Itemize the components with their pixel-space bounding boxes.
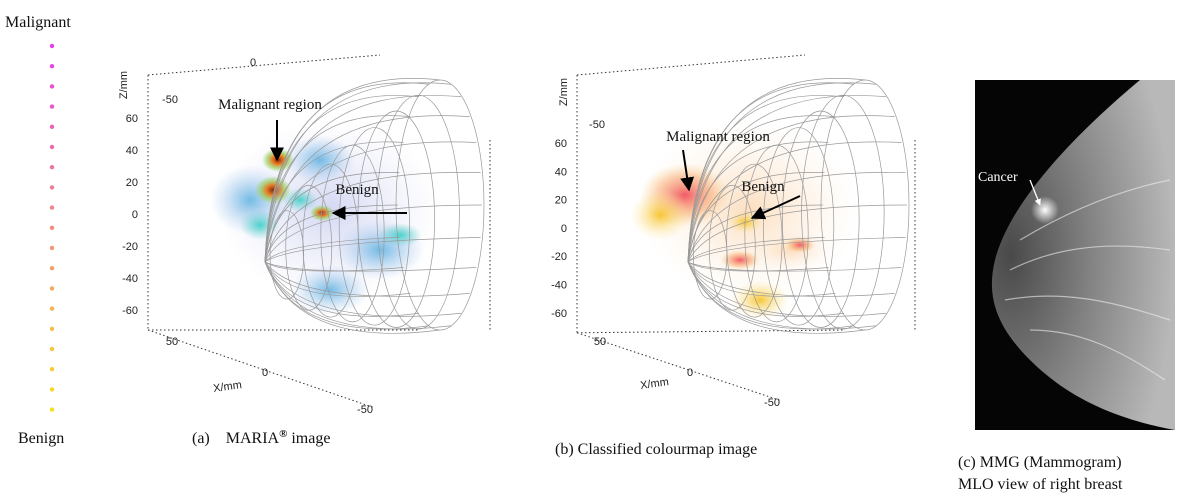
annotation: Malignant region [666, 129, 770, 145]
colour-region [378, 223, 422, 247]
tumour [1031, 196, 1059, 224]
z-tick-label: 60 [555, 138, 567, 150]
x-axis-label: X/mm [640, 376, 670, 392]
axis-box [577, 330, 845, 333]
z-axis-label: Z/mm [118, 71, 130, 99]
scale-dot [50, 44, 54, 48]
z-tick-label: 0 [132, 209, 138, 221]
caption: (a) MARIA® image [192, 424, 330, 447]
axis-box [577, 55, 805, 75]
figure: Malignant Benign Cancer (c) MMG (Mammogr… [0, 0, 1191, 495]
plot-3d [577, 55, 915, 401]
x-tick-label: 0 [262, 367, 268, 379]
scale-dot [50, 226, 54, 230]
scale-dot [50, 165, 54, 169]
scale-dot [50, 205, 54, 209]
x-axis-label: X/mm [213, 379, 243, 395]
z-axis-label: Z/mm [558, 78, 570, 106]
scale-dot [50, 266, 54, 270]
axis-box [148, 55, 380, 75]
caption: MLO view of right breast [958, 476, 1123, 493]
caption-mark: ® [279, 428, 287, 440]
x-tick-label: 50 [594, 336, 606, 348]
z-tick-label: -40 [551, 280, 567, 292]
scale-dot [50, 84, 54, 88]
scale-dot [50, 367, 54, 371]
top-tick-label: 0 [250, 57, 256, 69]
z-tick-label: -40 [122, 273, 138, 285]
scale-dot [50, 286, 54, 290]
z-tick-label: 20 [126, 177, 138, 189]
z-tick-label: -20 [122, 241, 138, 253]
z-tick-label: 0 [561, 223, 567, 235]
scale-dot [50, 145, 54, 149]
scale-dot [50, 306, 54, 310]
scale-dot [50, 327, 54, 331]
annotation: Cancer [978, 170, 1018, 185]
colour-region [630, 190, 690, 240]
caption-name: MARIA [226, 430, 280, 447]
scale-dot [50, 246, 54, 250]
scale-dot [50, 185, 54, 189]
legend-top: Malignant [5, 14, 71, 31]
x-tick-label: -50 [357, 404, 373, 416]
scale-dot [50, 347, 54, 351]
axis-box [577, 333, 782, 401]
legend-bottom: Benign [18, 430, 64, 447]
top-tick-label: -50 [162, 94, 178, 106]
colour-region [285, 135, 355, 185]
caption-rest: image [291, 430, 330, 447]
x-tick-label: 50 [166, 336, 178, 348]
z-tick-label: -60 [122, 305, 138, 317]
z-tick-label: -60 [551, 308, 567, 320]
x-tick-label: 0 [687, 367, 693, 379]
scale-dot [50, 104, 54, 108]
mammogram: Cancer [975, 80, 1175, 430]
x-tick-label: -50 [764, 397, 780, 409]
z-tick-label: 60 [126, 113, 138, 125]
annotation: Malignant region [218, 97, 322, 113]
annotation: Benign [741, 179, 785, 195]
z-tick-label: -20 [551, 251, 567, 263]
z-tick-label: 40 [555, 166, 567, 178]
colour-region [730, 280, 790, 320]
scale-dot [50, 407, 54, 411]
scale-dot [50, 387, 54, 391]
z-tick-label: 40 [126, 145, 138, 157]
caption: (b) Classified colourmap image [555, 441, 757, 458]
caption-label: (a) [192, 430, 210, 447]
top-tick-label: -50 [589, 119, 605, 131]
z-tick-label: 20 [555, 195, 567, 207]
scale-dot [50, 64, 54, 68]
caption: (c) MMG (Mammogram) [958, 454, 1122, 471]
annotation: Benign [335, 182, 379, 198]
scale-dot [50, 125, 54, 129]
